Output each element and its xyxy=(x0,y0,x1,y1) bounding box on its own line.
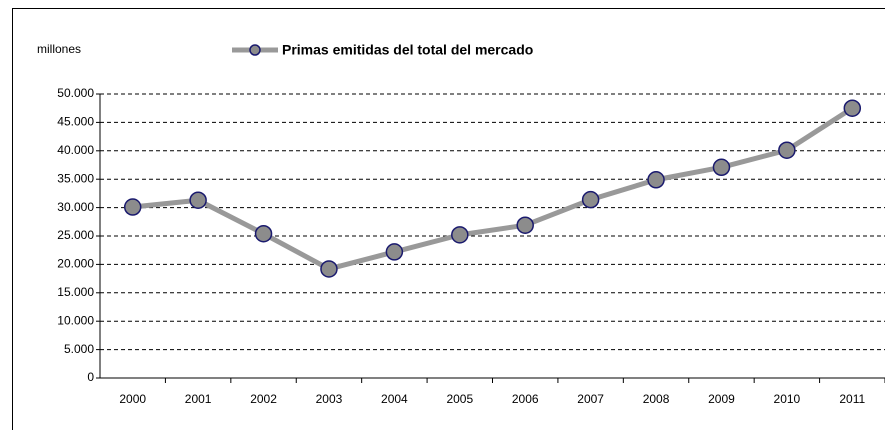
y-tick-label: 30.000 xyxy=(57,200,94,214)
y-tick-label: 10.000 xyxy=(57,313,94,327)
point-marker xyxy=(778,141,796,159)
point-marker xyxy=(581,190,600,209)
x-tick-label: 2006 xyxy=(512,392,539,406)
y-tick-label: 5.000 xyxy=(64,342,94,356)
point-marker xyxy=(712,158,731,177)
x-tick-label: 2003 xyxy=(316,392,343,406)
x-tick-label: 2010 xyxy=(774,392,801,406)
y-tick-label: 45.000 xyxy=(57,115,94,129)
point-marker xyxy=(843,99,862,117)
point-marker xyxy=(254,224,273,243)
y-tick-label: 20.000 xyxy=(57,257,94,271)
point-marker xyxy=(385,243,404,261)
legend-label: Primas emitidas del total del mercado xyxy=(282,42,533,58)
legend-marker xyxy=(249,44,261,56)
x-tick-label: 2011 xyxy=(839,392,865,406)
point-marker xyxy=(189,191,207,209)
y-axis-label: millones xyxy=(37,42,81,56)
x-tick-label: 2005 xyxy=(446,392,473,406)
chart-frame xyxy=(12,8,885,430)
point-marker xyxy=(320,260,338,278)
x-tick-label: 2007 xyxy=(577,392,604,406)
point-marker xyxy=(516,216,534,234)
x-tick-label: 2002 xyxy=(250,392,277,406)
x-tick-label: 2004 xyxy=(381,392,408,406)
y-tick-label: 0 xyxy=(87,370,94,384)
y-tick-label: 25.000 xyxy=(57,228,94,242)
series-line xyxy=(132,106,854,272)
point-marker xyxy=(647,171,665,189)
y-tick-label: 50.000 xyxy=(57,86,94,100)
y-tick-label: 35.000 xyxy=(57,171,94,185)
point-marker xyxy=(123,198,142,216)
x-tick-label: 2009 xyxy=(708,392,735,406)
x-tick-label: 2000 xyxy=(119,392,146,406)
y-tick-label: 40.000 xyxy=(57,143,94,157)
x-tick-label: 2008 xyxy=(643,392,670,406)
x-tick-label: 2001 xyxy=(185,392,212,406)
y-tick-label: 15.000 xyxy=(57,285,94,299)
point-marker xyxy=(451,226,469,244)
